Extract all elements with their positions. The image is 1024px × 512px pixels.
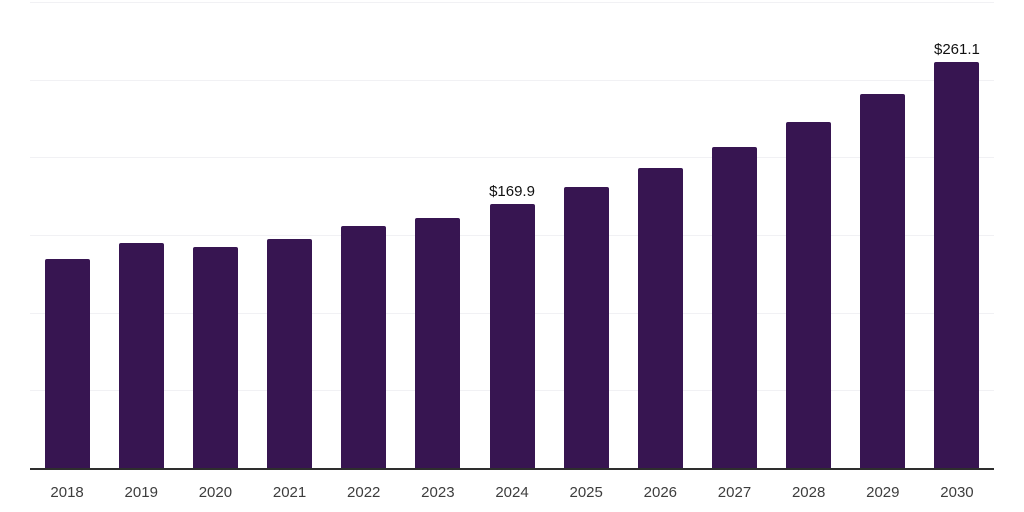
x-tick-label-2022: 2022: [347, 484, 381, 501]
bars: $169.9 $261.1: [30, 2, 994, 468]
bar-slot-2026: [623, 2, 697, 468]
bar-slot-2029: [846, 2, 920, 468]
bar-2026: [637, 168, 683, 468]
bar-slot-2023: [401, 2, 475, 468]
bar-slot-2019: [104, 2, 178, 468]
bar-slot-2020: [178, 2, 252, 468]
x-axis-tick-labels: 2018 2019 2020 2021 2022 2023 2024 2025 2026 2027…: [30, 484, 994, 502]
bar-slot-2022: [327, 2, 401, 468]
bar-2027: [711, 147, 757, 468]
x-tick-label-2027: 2027: [717, 484, 752, 501]
bar-2018: [44, 258, 90, 468]
bar-slot-2025: [549, 2, 623, 468]
bar-2030: [934, 62, 980, 468]
bar-2029: [860, 93, 906, 468]
bar-2024: [489, 204, 535, 468]
x-tick-label-2025: 2025: [569, 484, 603, 501]
bar-2025: [563, 187, 609, 468]
x-tick-label-2021: 2021: [272, 484, 307, 501]
bar-value-label-2024: $169.9: [489, 183, 535, 201]
bar-2022: [341, 226, 387, 468]
x-tick-label-2023: 2023: [421, 484, 455, 501]
x-axis-line: [30, 468, 994, 470]
bar-slot-2024: $169.9: [475, 2, 549, 468]
gridline-300: [30, 2, 994, 3]
gridline-200: [30, 157, 994, 159]
bar-slot-2030: $261.1: [920, 2, 994, 468]
x-tick-label-2019: 2019: [124, 484, 158, 501]
bar-slot-2018: [30, 2, 104, 468]
bar-slot-2021: [252, 2, 326, 468]
bar-2020: [192, 247, 238, 468]
x-tick-label-2020: 2020: [198, 484, 233, 501]
plot-area: $169.9 $261.1: [30, 2, 994, 469]
x-tick-label-2024: 2024: [495, 484, 529, 501]
bar-2028: [786, 122, 832, 468]
x-tick-label-2028: 2028: [791, 484, 826, 501]
bar-slot-2028: [772, 2, 846, 468]
bar-value-label-2030: $261.1: [934, 41, 980, 59]
gridline-250: [30, 79, 994, 81]
x-tick-label-2029: 2029: [866, 484, 900, 501]
bar-2021: [267, 238, 313, 468]
x-tick-label-2018: 2018: [50, 484, 84, 501]
bar-slot-2027: [697, 2, 771, 468]
x-tick-label-2030: 2030: [940, 484, 974, 501]
bar-2019: [118, 242, 164, 468]
x-tick-label-2026: 2026: [643, 484, 678, 501]
bar-2023: [415, 217, 461, 468]
